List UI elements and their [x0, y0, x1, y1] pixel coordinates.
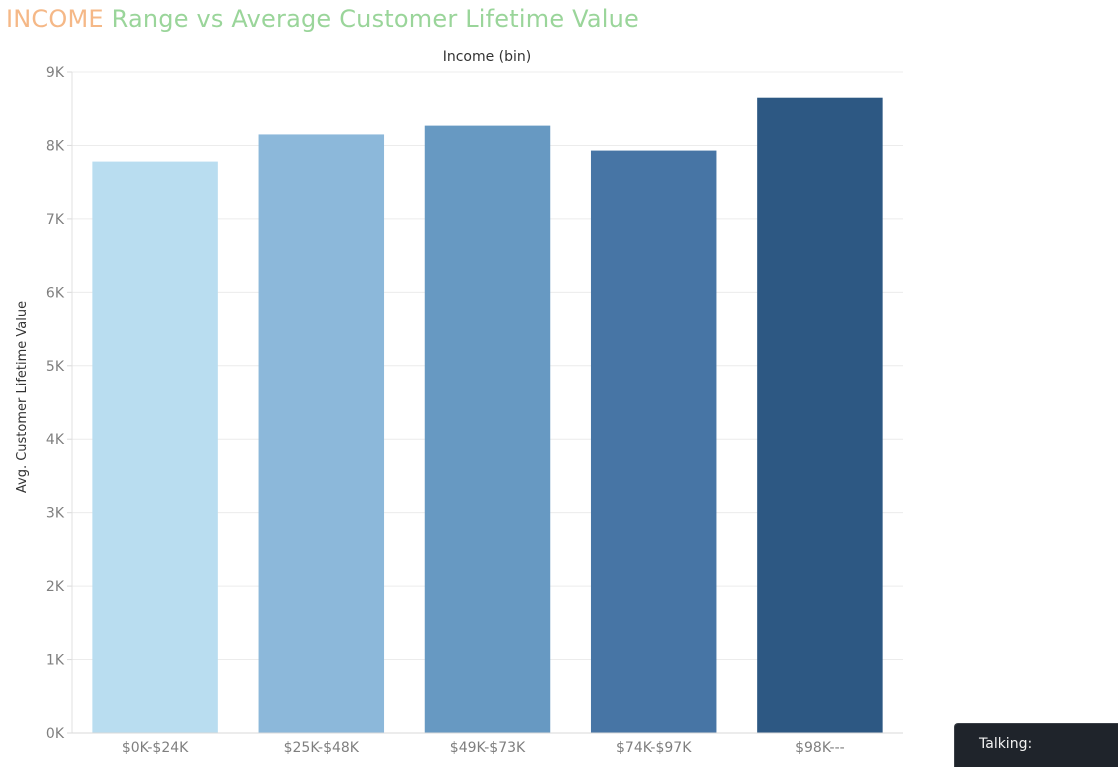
bar[interactable]: [92, 161, 218, 733]
chart-title-rest: Range vs Average Customer Lifetime Value: [103, 5, 640, 33]
y-tick-label: 9K: [46, 65, 65, 81]
y-tick-label: 8K: [46, 138, 65, 154]
x-axis: $0K-$24K $25K-$48K $49K-$73K $74K-$97K $98K-…: [72, 732, 903, 756]
x-tick-label: $74K-$97K: [616, 740, 692, 756]
x-tick-label: $0K-$24K: [122, 740, 189, 756]
bar[interactable]: [590, 150, 717, 733]
bar[interactable]: [424, 125, 551, 733]
talking-label: Talking:: [979, 736, 1033, 752]
y-tick-label: 4K: [46, 432, 65, 448]
y-tick-label: 5K: [46, 359, 65, 375]
y-tick-label: 3K: [46, 506, 65, 522]
talking-panel: Talking:: [954, 723, 1118, 767]
x-tick-label: $98K---: [795, 740, 845, 756]
bar[interactable]: [258, 134, 385, 733]
chart-title: INCOME Range vs Average Customer Lifetim…: [6, 4, 639, 34]
y-axis-title: Avg. Customer Lifetime Value: [15, 301, 30, 493]
x-tick-label: $49K-$73K: [450, 740, 526, 756]
y-tick-label: 0K: [46, 726, 65, 742]
y-axis: 0K 1K 2K 3K 4K 5K 6K 7K 8K 9K: [46, 65, 73, 742]
x-tick-label: $25K-$48K: [284, 740, 360, 756]
y-tick-label: 6K: [46, 285, 65, 301]
x-axis-title: Income (bin): [443, 49, 532, 65]
bars: [92, 97, 883, 733]
chart-title-highlight: INCOME: [6, 5, 104, 33]
y-tick-label: 2K: [46, 579, 65, 595]
bar[interactable]: [757, 97, 883, 733]
y-tick-label: 7K: [46, 212, 65, 228]
y-tick-label: 1K: [46, 653, 65, 669]
